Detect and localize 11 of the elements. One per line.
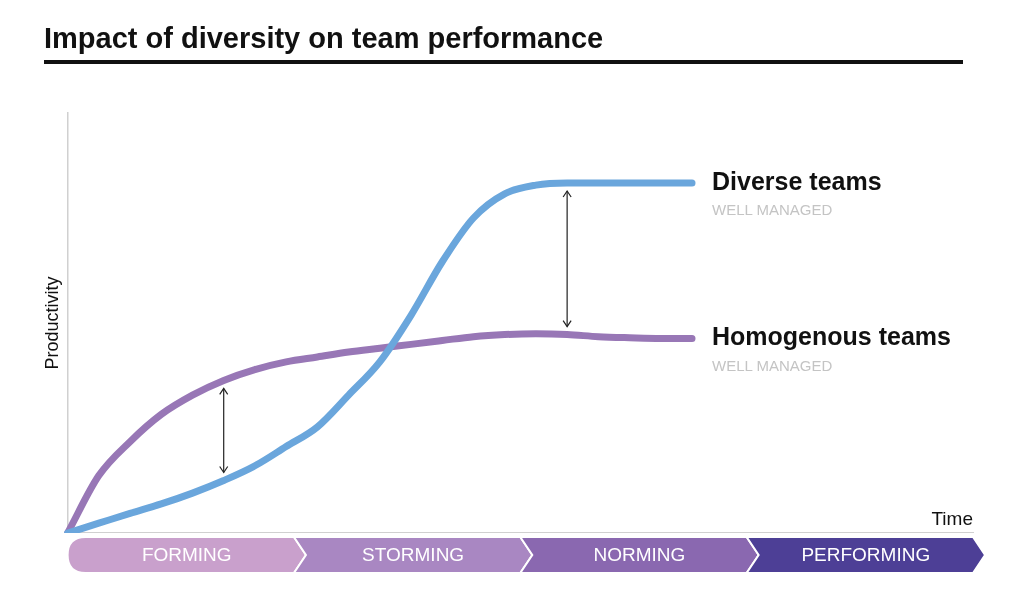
text: PERFORMING <box>801 544 931 565</box>
y-axis-title: Productivity <box>41 276 62 370</box>
chart-title: Impact of diversity on team performance <box>44 22 604 55</box>
x-axis-title: Time <box>931 507 973 529</box>
text: STORMING <box>362 544 465 565</box>
text: FORMING <box>141 544 232 565</box>
annotation: WELL MANAGED <box>712 201 833 219</box>
annotation: WELL MANAGED <box>712 356 833 374</box>
series-label: Diverse teams <box>712 166 882 195</box>
series-label: Homogenous teams <box>712 322 951 351</box>
text: NORMING <box>593 544 686 565</box>
